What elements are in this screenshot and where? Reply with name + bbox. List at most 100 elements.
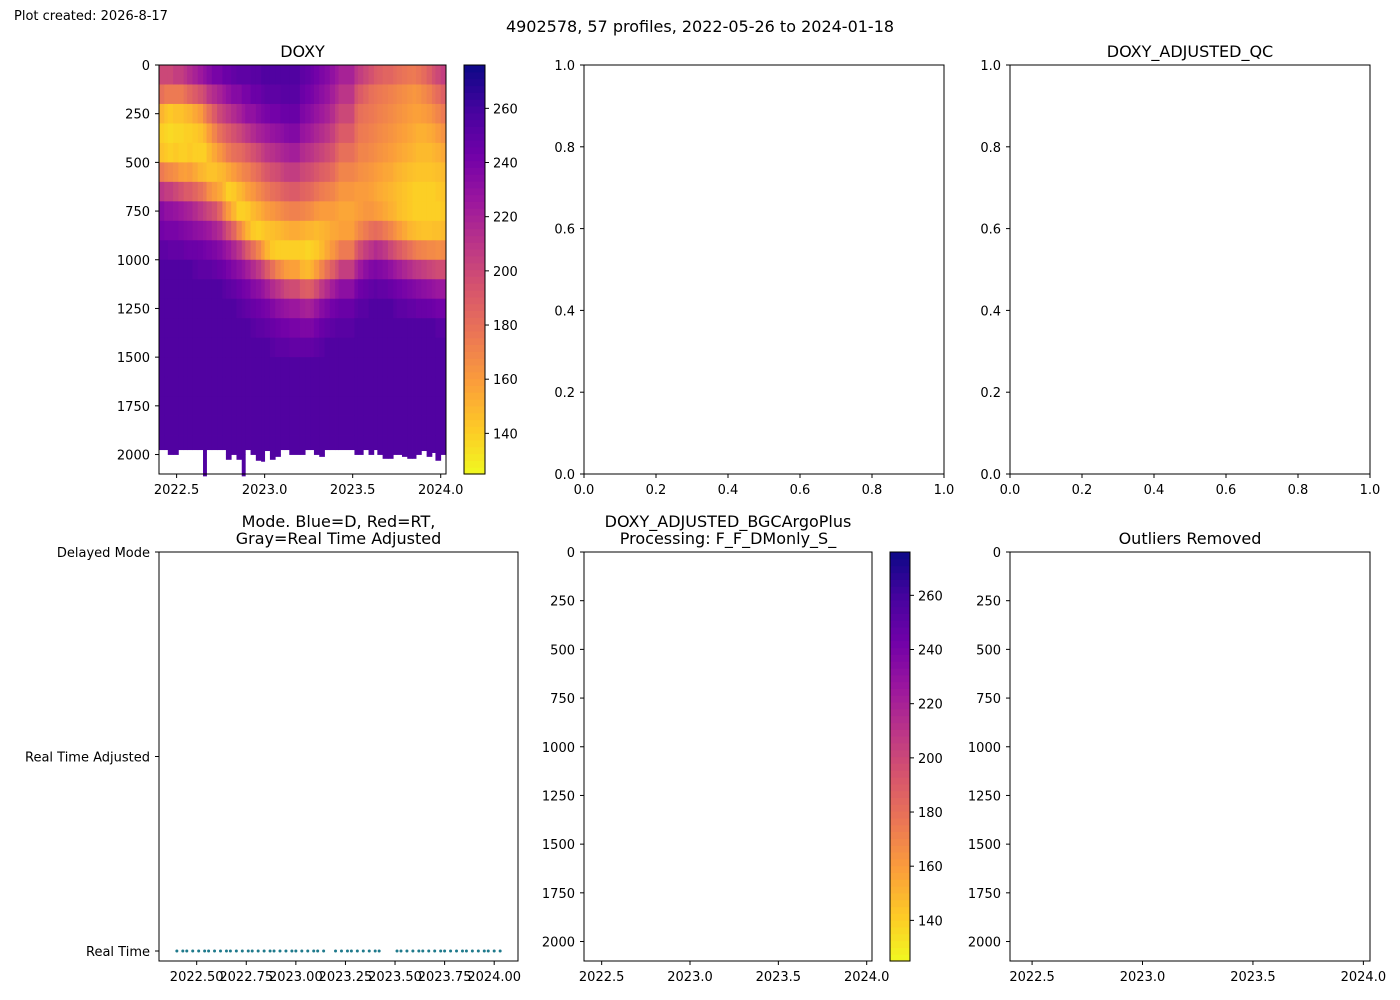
heatmap-cell xyxy=(167,376,174,397)
heatmap-cell xyxy=(299,162,306,183)
mode-point xyxy=(240,949,244,953)
heatmap-cell xyxy=(387,298,394,319)
heatmap-cell xyxy=(407,181,413,202)
heatmap-cell xyxy=(255,162,262,183)
heatmap-cell xyxy=(211,376,218,397)
heatmap-cell xyxy=(435,337,442,358)
heatmap-cell xyxy=(310,376,315,397)
heatmap-cell xyxy=(173,84,179,105)
heatmap-cell xyxy=(412,396,417,416)
mode-point xyxy=(207,949,211,953)
heatmap-cell xyxy=(289,142,301,163)
colorbar-segment xyxy=(890,722,910,730)
y-tick-label: 1500 xyxy=(542,838,575,853)
heatmap-cell xyxy=(203,298,207,319)
heatmap-cell xyxy=(329,396,336,416)
heatmap-cell xyxy=(382,65,389,85)
colorbar-segment xyxy=(464,303,485,311)
x-tick-label: 1.0 xyxy=(934,483,955,498)
heatmap-cell xyxy=(261,318,266,339)
heatmap-cell xyxy=(416,415,422,436)
heatmap-cell xyxy=(324,259,331,280)
heatmap-cell xyxy=(435,201,442,222)
heatmap-cell xyxy=(421,240,428,261)
x-tick-label: 2024.00 xyxy=(467,970,521,985)
heatmap-cell xyxy=(164,65,169,85)
heatmap-cell xyxy=(313,376,320,397)
heatmap-cell xyxy=(222,103,227,124)
heatmap-cell xyxy=(206,357,213,378)
heatmap-cell xyxy=(310,337,315,358)
heatmap-cell xyxy=(167,318,174,339)
heatmap-cell xyxy=(255,123,262,144)
heatmap-cell xyxy=(222,181,227,202)
heatmap-cell xyxy=(217,201,223,222)
heatmap-cell xyxy=(299,396,306,416)
mode-point xyxy=(433,949,437,953)
mode-point xyxy=(175,949,179,953)
heatmap-cell xyxy=(354,357,359,378)
heatmap-cell xyxy=(313,435,320,455)
y-tick-label: Real Time Adjusted xyxy=(25,751,150,766)
heatmap-cell xyxy=(269,142,276,163)
heatmap-cell xyxy=(412,435,417,455)
heatmap-cell xyxy=(324,298,331,319)
heatmap-cell xyxy=(173,435,179,455)
y-tick-label: 0.2 xyxy=(980,386,1001,401)
axes-title: Processing: F_F_DMonly_S_ xyxy=(620,529,837,549)
heatmap-cell xyxy=(192,396,199,416)
heatmap-cell xyxy=(393,396,398,416)
axes-frame xyxy=(1009,64,1371,475)
colorbar-segment xyxy=(890,552,910,560)
heatmap-cell xyxy=(373,318,378,339)
heatmap-cell xyxy=(197,181,204,202)
heatmap-cell xyxy=(231,201,237,222)
heatmap-cell xyxy=(206,435,213,451)
colorbar-segment xyxy=(890,558,910,567)
heatmap-cell xyxy=(280,181,285,202)
heatmap-cell xyxy=(269,318,276,339)
heatmap-cell xyxy=(319,240,325,261)
heatmap-cell xyxy=(407,84,413,105)
heatmap-cell xyxy=(178,123,185,144)
heatmap-cell xyxy=(284,142,290,163)
heatmap-cell xyxy=(401,396,408,416)
heatmap-cell xyxy=(338,240,355,261)
heatmap-cell xyxy=(313,298,320,319)
heatmap-cell xyxy=(284,279,290,300)
heatmap-cell xyxy=(354,298,359,319)
heatmap-cell xyxy=(245,435,251,451)
heatmap-cell xyxy=(354,142,359,163)
heatmap-cell xyxy=(284,337,290,358)
heatmap-cell xyxy=(236,337,243,358)
heatmap-cell xyxy=(203,181,207,202)
heatmap-cell xyxy=(319,103,325,124)
heatmap-cell xyxy=(217,240,223,261)
heatmap-cell xyxy=(299,103,306,124)
heatmap-cell xyxy=(159,201,165,222)
heatmap-cell xyxy=(173,142,179,163)
colorbar-tick-label: 160 xyxy=(918,860,943,875)
heatmap-cell xyxy=(217,181,223,202)
colorbar-segment xyxy=(464,235,485,243)
heatmap-cell xyxy=(206,396,213,416)
y-tick-label: 0 xyxy=(993,546,1001,561)
heatmap-cell xyxy=(192,415,199,436)
heatmap-cell xyxy=(183,142,188,163)
heatmap-cell xyxy=(183,298,188,319)
heatmap-cell xyxy=(335,357,339,378)
heatmap-cell xyxy=(264,435,271,452)
heatmap-cell xyxy=(241,435,246,455)
heatmap-cell xyxy=(197,84,204,105)
heatmap-cell xyxy=(167,240,174,261)
heatmap-cell xyxy=(178,240,185,261)
colorbar-segment xyxy=(464,296,485,305)
heatmap-cell xyxy=(393,162,398,183)
colorbar-segment xyxy=(464,78,485,87)
heatmap-cell xyxy=(431,298,436,319)
heatmap-cell xyxy=(313,259,320,280)
heatmap-cell xyxy=(178,337,185,358)
y-tick-label: 2000 xyxy=(117,449,150,464)
plot-created-note: Plot created: 2026-8-17 xyxy=(14,9,168,24)
heatmap-cell xyxy=(225,142,232,163)
